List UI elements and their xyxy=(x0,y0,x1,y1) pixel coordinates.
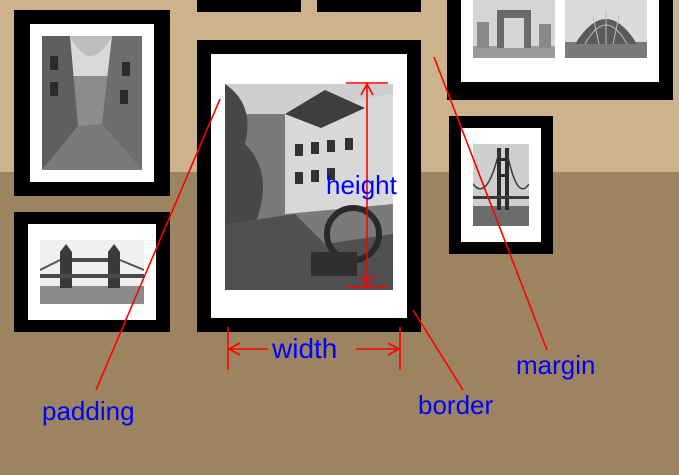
frame-landmarks xyxy=(447,0,673,100)
frame-golden-gate xyxy=(449,116,553,254)
photo-mill xyxy=(225,84,393,290)
mat-landmarks xyxy=(461,0,659,82)
mat-tower-bridge xyxy=(28,224,156,320)
photo-golden-gate xyxy=(473,144,529,226)
frame-mill xyxy=(197,40,421,332)
photo-glass-dome xyxy=(565,0,647,58)
margin-label: margin xyxy=(516,350,596,380)
height-label: height xyxy=(326,170,397,200)
mat-mill xyxy=(211,54,407,318)
photo-tower-bridge xyxy=(40,240,144,304)
frame-alley xyxy=(14,10,170,196)
mat-golden-gate xyxy=(461,128,541,242)
frame-tower-bridge xyxy=(14,212,170,332)
photo-grande-arche xyxy=(473,0,555,58)
frame-top-partial-left xyxy=(197,0,301,12)
mat-alley xyxy=(30,24,154,182)
padding-label: padding xyxy=(42,396,135,426)
border-label: border xyxy=(418,390,494,420)
width-label: width xyxy=(272,333,338,364)
frame-top-partial-right xyxy=(317,0,421,12)
photo-alley xyxy=(42,36,142,170)
